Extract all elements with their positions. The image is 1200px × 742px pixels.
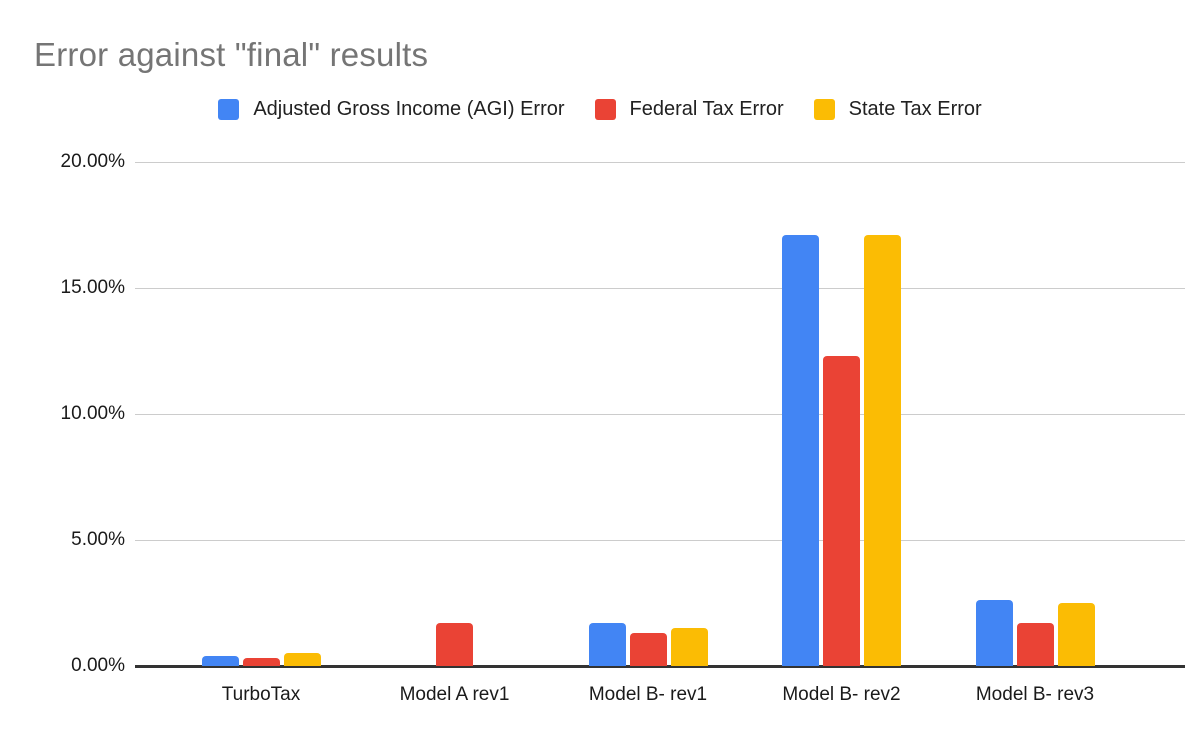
bar	[670, 628, 708, 666]
y-tick-label-5: 5.00%	[71, 529, 125, 550]
legend-swatch-agi-error-icon	[218, 99, 240, 120]
y-tick-label-20: 20.00%	[60, 151, 125, 172]
gridline-15	[135, 288, 1185, 289]
bar	[1016, 623, 1054, 666]
bar	[1057, 603, 1095, 666]
legend-item-federal-tax-error: Federal Tax Error	[594, 98, 784, 121]
legend-item-agi-error: Adjusted Gross Income (AGI) Error	[218, 98, 565, 121]
y-tick-label-15: 15.00%	[60, 277, 125, 298]
bar	[201, 656, 239, 666]
legend-swatch-state-tax-error-icon	[813, 99, 835, 120]
gridline-5	[135, 540, 1185, 541]
x-tick-label-4: Model B- rev2	[782, 684, 901, 705]
y-tick-label-10: 10.00%	[60, 403, 125, 424]
gridline-10	[135, 414, 1185, 415]
bar	[436, 623, 473, 666]
bar	[864, 235, 901, 666]
bar	[629, 633, 667, 666]
bar	[782, 235, 819, 666]
x-tick-label-1: TurboTax	[221, 684, 301, 705]
x-axis-baseline	[135, 665, 1185, 668]
bar	[975, 600, 1013, 666]
legend-label-federal-tax-error: Federal Tax Error	[629, 98, 784, 120]
chart-title: Error against "final" results	[34, 36, 429, 73]
x-tick-label-2: Model A rev1	[399, 684, 510, 705]
x-tick-label-5: Model B- rev3	[975, 684, 1095, 705]
legend-item-state-tax-error: State Tax Error	[813, 98, 982, 121]
legend-swatch-federal-tax-error-icon	[594, 99, 616, 120]
bar	[242, 658, 280, 666]
bar	[823, 356, 860, 666]
bar	[588, 623, 626, 666]
gridline-20	[135, 162, 1185, 163]
legend-label-state-tax-error: State Tax Error	[848, 98, 982, 120]
y-tick-label-0: 0.00%	[71, 655, 125, 676]
legend-label-agi-error: Adjusted Gross Income (AGI) Error	[253, 98, 565, 120]
bar	[283, 653, 321, 666]
x-tick-label-3: Model B- rev1	[588, 684, 708, 705]
chart-legend: Adjusted Gross Income (AGI) Error Federa…	[0, 98, 1200, 121]
